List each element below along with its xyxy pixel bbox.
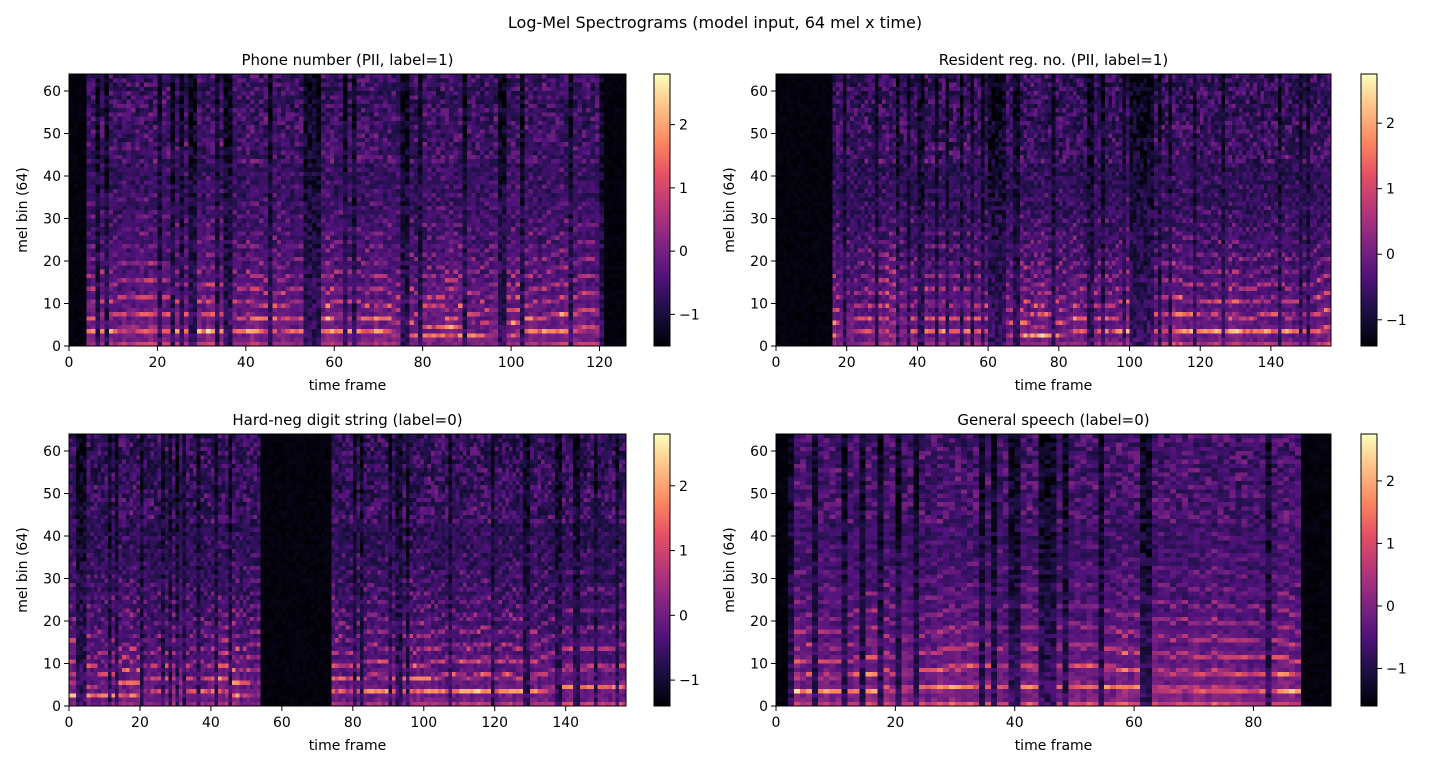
x-tick-label: 20: [131, 715, 149, 731]
colorbar: [1360, 73, 1378, 347]
y-tick-label: 10: [750, 657, 768, 673]
colorbar-tick-label: −1: [1386, 661, 1407, 677]
axes-frame: [775, 433, 1332, 707]
y-tick-label: 30: [750, 212, 768, 228]
x-tick-label: 100: [410, 715, 437, 731]
y-tick-label: 40: [750, 529, 768, 545]
y-tick-label: 50: [750, 127, 768, 143]
y-tick-label: 40: [43, 529, 61, 545]
axes-frame: [68, 73, 627, 347]
colorbar-tick-label: −1: [1386, 313, 1407, 329]
y-tick-label: 40: [43, 169, 61, 185]
x-tick-label: 100: [1116, 355, 1143, 371]
y-tick-label: 30: [750, 572, 768, 588]
x-tick-label: 0: [65, 355, 74, 371]
x-tick-label: 120: [1187, 355, 1214, 371]
y-tick-label: 10: [43, 297, 61, 313]
y-tick-label: 0: [52, 699, 61, 715]
x-tick-label: 140: [552, 715, 579, 731]
y-axis-label: mel bin (64): [15, 527, 31, 612]
x-tick-label: 140: [1258, 355, 1285, 371]
panel-title: Hard-neg digit string (label=0): [232, 411, 462, 429]
colorbar-tick-label: 0: [1386, 247, 1395, 263]
colorbar-tick-label: −1: [679, 673, 700, 689]
x-axis-label: time frame: [309, 378, 387, 394]
y-axis-label: mel bin (64): [15, 167, 31, 252]
y-tick-label: 0: [759, 339, 768, 355]
colorbar-tick-label: 2: [1386, 474, 1395, 490]
colorbar-tick-label: 1: [1386, 182, 1395, 198]
x-axis-label: time frame: [1015, 378, 1093, 394]
y-tick-label: 0: [759, 699, 768, 715]
axes-frame: [775, 73, 1332, 347]
y-tick-label: 10: [43, 657, 61, 673]
x-tick-label: 20: [886, 715, 904, 731]
axes-frame: [68, 433, 627, 707]
colorbar-tick-label: 1: [679, 544, 688, 560]
x-tick-label: 0: [772, 355, 781, 371]
y-tick-label: 50: [750, 487, 768, 503]
panel-title: Resident reg. no. (PII, label=1): [939, 51, 1168, 69]
spectrogram-image: [776, 74, 1331, 346]
colorbar-tick-label: 2: [679, 479, 688, 495]
x-tick-label: 0: [772, 715, 781, 731]
x-tick-label: 60: [325, 355, 343, 371]
x-tick-label: 40: [237, 355, 255, 371]
x-tick-label: 80: [1050, 355, 1068, 371]
y-tick-label: 0: [52, 339, 61, 355]
y-tick-label: 60: [43, 444, 61, 460]
y-axis-label: mel bin (64): [722, 167, 738, 252]
y-tick-label: 40: [750, 169, 768, 185]
y-tick-label: 50: [43, 487, 61, 503]
x-tick-label: 80: [414, 355, 432, 371]
colorbar-tick-label: 0: [1386, 599, 1395, 615]
x-tick-label: 20: [148, 355, 166, 371]
colorbar-tick-label: 1: [1386, 536, 1395, 552]
x-tick-label: 60: [273, 715, 291, 731]
x-tick-label: 100: [498, 355, 525, 371]
y-tick-label: 30: [43, 572, 61, 588]
panel-title: General speech (label=0): [957, 411, 1149, 429]
x-axis-label: time frame: [1015, 738, 1093, 754]
x-tick-label: 0: [65, 715, 74, 731]
y-tick-label: 20: [43, 614, 61, 630]
y-tick-label: 60: [750, 84, 768, 100]
y-tick-label: 10: [750, 297, 768, 313]
y-tick-label: 60: [750, 444, 768, 460]
y-tick-label: 60: [43, 84, 61, 100]
x-tick-label: 60: [1125, 715, 1143, 731]
colorbar: [653, 73, 671, 347]
x-tick-label: 40: [202, 715, 220, 731]
x-tick-label: 40: [908, 355, 926, 371]
colorbar-tick-label: 0: [679, 244, 688, 260]
x-tick-label: 20: [838, 355, 856, 371]
colorbar-tick-label: 1: [679, 181, 688, 197]
y-tick-label: 30: [43, 212, 61, 228]
colorbar-tick-label: 2: [679, 118, 688, 134]
colorbar: [1360, 433, 1378, 707]
x-tick-label: 40: [1006, 715, 1024, 731]
colorbar-tick-label: −1: [679, 307, 700, 323]
colorbar: [653, 433, 671, 707]
x-tick-label: 80: [1245, 715, 1263, 731]
colorbar-tick-label: 0: [679, 608, 688, 624]
x-tick-label: 120: [586, 355, 613, 371]
colorbar-tick-label: 2: [1386, 116, 1395, 132]
x-tick-label: 80: [344, 715, 362, 731]
x-tick-label: 60: [979, 355, 997, 371]
spectrogram-image: [776, 434, 1331, 706]
y-tick-label: 20: [750, 614, 768, 630]
panel-title: Phone number (PII, label=1): [241, 51, 453, 69]
x-axis-label: time frame: [309, 738, 387, 754]
x-tick-label: 120: [481, 715, 508, 731]
figure-suptitle: Log-Mel Spectrograms (model input, 64 me…: [508, 13, 922, 32]
spectrogram-image: [69, 74, 626, 346]
spectrogram-image: [69, 434, 626, 706]
y-tick-label: 50: [43, 127, 61, 143]
y-axis-label: mel bin (64): [722, 527, 738, 612]
y-tick-label: 20: [43, 254, 61, 270]
y-tick-label: 20: [750, 254, 768, 270]
